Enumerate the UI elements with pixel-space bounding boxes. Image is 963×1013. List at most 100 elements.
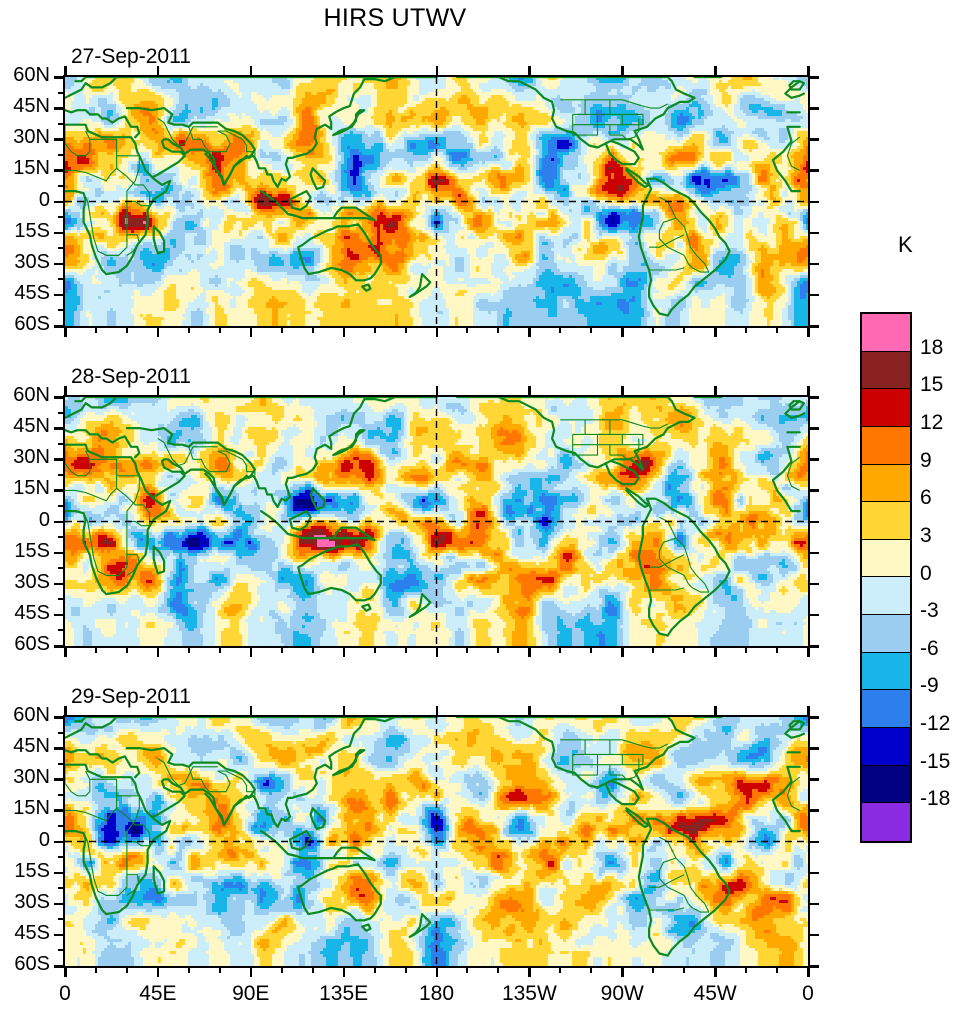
x-axis-label: 90W bbox=[600, 982, 644, 1005]
y-axis-label: 15S bbox=[14, 859, 50, 882]
x-tick-minor bbox=[404, 326, 407, 333]
x-tick-major bbox=[64, 966, 67, 977]
y-axis-label: 45S bbox=[14, 921, 50, 944]
x-tick-minor bbox=[466, 646, 469, 653]
y-tick-minor bbox=[58, 598, 65, 601]
x-tick-major bbox=[156, 646, 160, 657]
x-tick-major bbox=[156, 326, 160, 337]
x-tick-minor bbox=[776, 966, 779, 973]
x-tick-minor bbox=[404, 966, 407, 973]
y-tick-minor bbox=[58, 762, 65, 765]
y-tick-major-right bbox=[808, 489, 819, 492]
y-tick-major bbox=[54, 200, 65, 203]
y-axis-label: 45S bbox=[14, 601, 50, 624]
x-tick-major bbox=[528, 966, 531, 977]
y-axis-label: 60S bbox=[14, 313, 50, 335]
x-tick-minor bbox=[373, 966, 376, 973]
x-tick-minor bbox=[187, 646, 190, 653]
x-tick-minor bbox=[497, 646, 500, 653]
colorbar-tick-label: 3 bbox=[920, 523, 932, 547]
y-tick-major-right bbox=[808, 107, 819, 110]
y-tick-major bbox=[54, 138, 65, 141]
y-tick-major bbox=[54, 551, 65, 555]
x-tick-major-top bbox=[435, 706, 438, 717]
y-axis-label: 30S bbox=[14, 570, 50, 593]
x-tick-minor bbox=[652, 326, 655, 333]
x-tick-minor bbox=[745, 966, 748, 973]
y-tick-major bbox=[54, 231, 65, 235]
x-tick-minor bbox=[280, 966, 283, 973]
x-tick-major bbox=[714, 326, 717, 337]
x-tick-major-top bbox=[528, 386, 531, 397]
y-tick-major-right bbox=[808, 231, 819, 235]
y-tick-major-right bbox=[808, 582, 819, 586]
y-tick-minor bbox=[58, 824, 65, 827]
x-tick-major-top bbox=[64, 386, 67, 397]
x-tick-major-top bbox=[249, 66, 253, 77]
x-axis-label: 90E bbox=[232, 982, 270, 1005]
map-frame bbox=[63, 75, 810, 328]
x-tick-minor bbox=[590, 326, 593, 333]
y-tick-major bbox=[54, 965, 65, 968]
colorbar-band bbox=[862, 389, 910, 427]
x-tick-major bbox=[249, 326, 253, 337]
x-tick-major bbox=[435, 966, 438, 977]
page-title: HIRS UTWV bbox=[323, 4, 467, 32]
y-tick-minor bbox=[58, 122, 65, 125]
colorbar-band bbox=[862, 615, 910, 653]
x-axis-label: 0 bbox=[802, 982, 814, 1005]
y-tick-major-right bbox=[808, 200, 819, 203]
y-axis-label: 30S bbox=[14, 890, 50, 913]
x-tick-major-top bbox=[342, 386, 346, 397]
x-tick-major-top bbox=[156, 706, 160, 717]
y-tick-major-right bbox=[808, 778, 819, 781]
x-tick-major bbox=[342, 966, 346, 977]
x-tick-minor bbox=[94, 326, 97, 333]
colorbar-band bbox=[862, 690, 910, 729]
x-tick-major-top bbox=[64, 66, 67, 77]
colorbar-band bbox=[862, 426, 910, 465]
colorbar-tick-label: -9 bbox=[920, 674, 939, 698]
y-tick-minor bbox=[58, 504, 65, 507]
x-tick-minor bbox=[280, 646, 283, 653]
x-tick-minor bbox=[218, 966, 221, 973]
x-tick-major-top bbox=[807, 386, 810, 397]
panel-date-label-1: 27-Sep-2011 bbox=[71, 45, 191, 68]
y-tick-minor bbox=[58, 567, 65, 570]
y-tick-major-right bbox=[808, 76, 819, 79]
y-axis-label: 15N bbox=[13, 797, 50, 820]
y-axis-label: 30N bbox=[13, 126, 50, 149]
y-tick-minor bbox=[58, 629, 65, 632]
x-tick-minor bbox=[652, 966, 655, 973]
colorbar-band bbox=[862, 351, 910, 390]
x-tick-major bbox=[528, 646, 531, 657]
x-tick-major bbox=[528, 326, 531, 337]
colorbar-tick-label: 15 bbox=[920, 373, 944, 397]
colorbar-tick-label: -18 bbox=[920, 787, 951, 811]
map-frame bbox=[63, 395, 810, 648]
y-tick-major-right bbox=[808, 933, 819, 937]
y-axis-label: 45N bbox=[13, 735, 50, 758]
y-tick-minor bbox=[58, 949, 65, 952]
y-tick-minor bbox=[58, 442, 65, 445]
y-tick-major bbox=[54, 747, 65, 750]
reference-lines bbox=[65, 397, 808, 646]
x-tick-major-top bbox=[156, 386, 160, 397]
x-tick-minor bbox=[311, 646, 314, 653]
x-axis-label: 45W bbox=[693, 982, 737, 1005]
colorbar-tick-label: 9 bbox=[920, 448, 932, 472]
x-tick-major-top bbox=[435, 66, 438, 77]
x-tick-minor bbox=[125, 646, 128, 653]
x-tick-minor bbox=[497, 326, 500, 333]
x-tick-minor bbox=[373, 326, 376, 333]
x-tick-minor bbox=[187, 966, 190, 973]
coastlines bbox=[65, 77, 805, 317]
y-tick-minor bbox=[58, 91, 65, 94]
colorbar-unit-label: K bbox=[898, 232, 913, 257]
x-tick-major-top bbox=[528, 66, 531, 77]
map-canvas bbox=[65, 77, 808, 326]
y-axis-label: 45N bbox=[13, 95, 50, 118]
x-tick-minor bbox=[218, 646, 221, 653]
y-tick-major-right bbox=[808, 747, 819, 750]
